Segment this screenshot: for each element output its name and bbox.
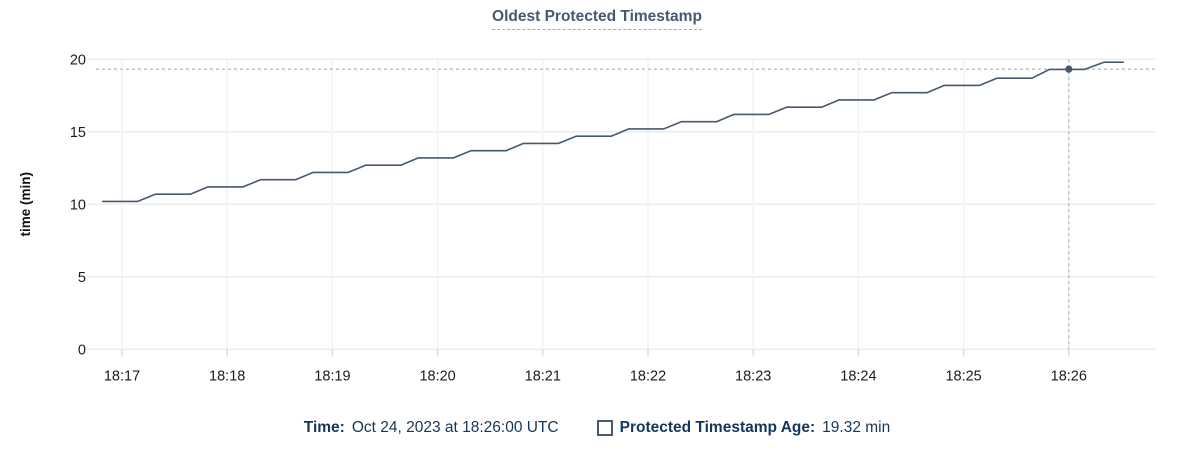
legend-series-value: 19.32 min: [822, 419, 891, 436]
legend-series-label: Protected Timestamp Age:: [619, 419, 816, 436]
legend-time-value: Oct 24, 2023 at 18:26:00 UTC: [351, 419, 559, 436]
x-tick-label: 18:25: [945, 368, 981, 384]
legend-series-toggle[interactable]: Protected Timestamp Age: 19.32 min: [596, 419, 891, 437]
x-tick-label: 18:21: [525, 368, 561, 384]
x-tick-label: 18:18: [209, 368, 245, 384]
x-tick-label: 18:23: [735, 368, 771, 384]
y-axis-label: time (min): [18, 172, 33, 237]
chart-title-row: Oldest Protected Timestamp: [0, 8, 1194, 30]
chart-title[interactable]: Oldest Protected Timestamp: [492, 8, 702, 30]
y-tick-label: 0: [78, 342, 86, 358]
x-tick-label: 18:22: [630, 368, 666, 384]
legend-hover-time: Time: Oct 24, 2023 at 18:26:00 UTC: [304, 419, 559, 437]
legend-time-label: Time:: [303, 419, 345, 436]
x-tick-label: 18:24: [840, 368, 876, 384]
series-line: [101, 61, 1124, 203]
x-tick-label: 18:19: [314, 368, 350, 384]
y-tick-label: 10: [70, 197, 86, 213]
hover-marker-dot: [1065, 65, 1073, 73]
x-tick-label: 18:20: [419, 368, 455, 384]
chart-legend: Time: Oct 24, 2023 at 18:26:00 UTC Prote…: [0, 419, 1194, 437]
timeseries-chart[interactable]: 0 5 10 15 20 18:17 18:18 18:19 18:20 18:21 18:22 18…: [0, 0, 1194, 400]
x-tick-label: 18:26: [1051, 368, 1087, 384]
x-tick-label: 18:17: [104, 368, 140, 384]
y-tick-label: 20: [70, 52, 86, 68]
y-tick-label: 5: [78, 270, 86, 286]
series-checkbox-icon[interactable]: [596, 420, 613, 436]
y-tick-label: 15: [70, 125, 86, 141]
